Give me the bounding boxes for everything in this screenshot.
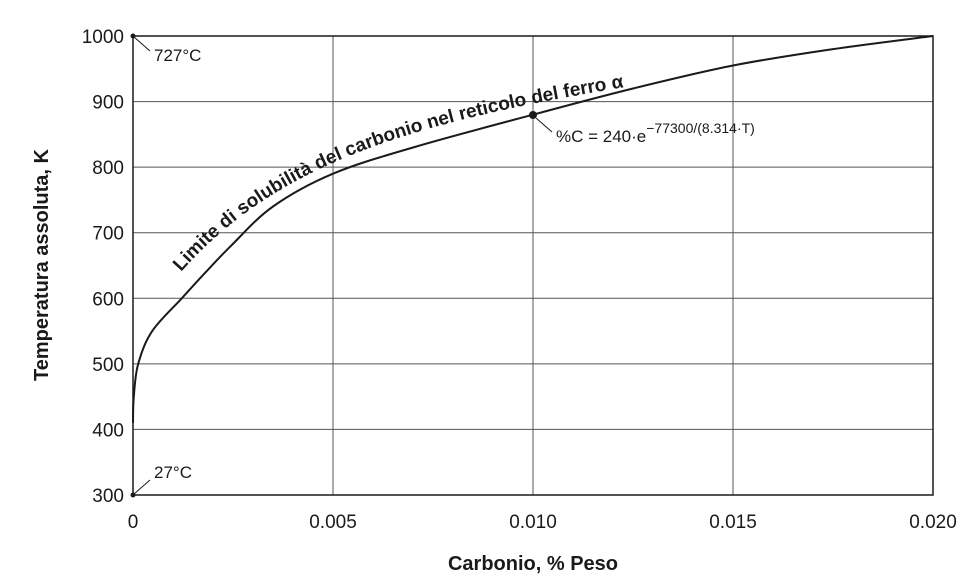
x-axis-title: Carbonio, % Peso [448,553,618,575]
marker-727c-label: 727°C [154,46,201,65]
x-tick-label: 0.015 [709,512,757,533]
marker-27c-leader [133,479,151,495]
y-tick-label: 700 [92,224,124,245]
x-tick-labels: 0 0.005 0.010 0.015 0.020 [128,512,957,533]
formula-label: %C = 240·e−77300/(8.314·T) [556,120,755,146]
marker-727c-leader [133,36,151,52]
y-tick-label: 600 [92,289,124,310]
x-tick-label: 0.020 [909,512,957,533]
formula-prefix: %C = 240·e [556,127,646,146]
y-tick-label: 500 [92,355,124,376]
y-tick-label: 900 [92,93,124,114]
x-tick-label: 0.010 [509,512,557,533]
solubility-curve [132,35,934,423]
formula-point [529,111,537,119]
y-tick-label: 800 [92,158,124,179]
y-tick-labels: 300 400 500 600 700 800 900 1000 [82,27,124,507]
plot-frame [132,35,934,496]
y-tick-label: 400 [92,420,124,441]
formula-leader [535,117,553,133]
formula-exponent: −77300/(8.314·T) [646,120,755,136]
y-tick-label: 300 [92,486,124,507]
x-tick-label: 0 [128,512,139,533]
marker-27c-label: 27°C [154,463,192,482]
y-axis-title: Temperatura assoluta, K [31,148,53,380]
y-tick-label: 1000 [82,27,124,48]
x-tick-label: 0.005 [309,512,357,533]
